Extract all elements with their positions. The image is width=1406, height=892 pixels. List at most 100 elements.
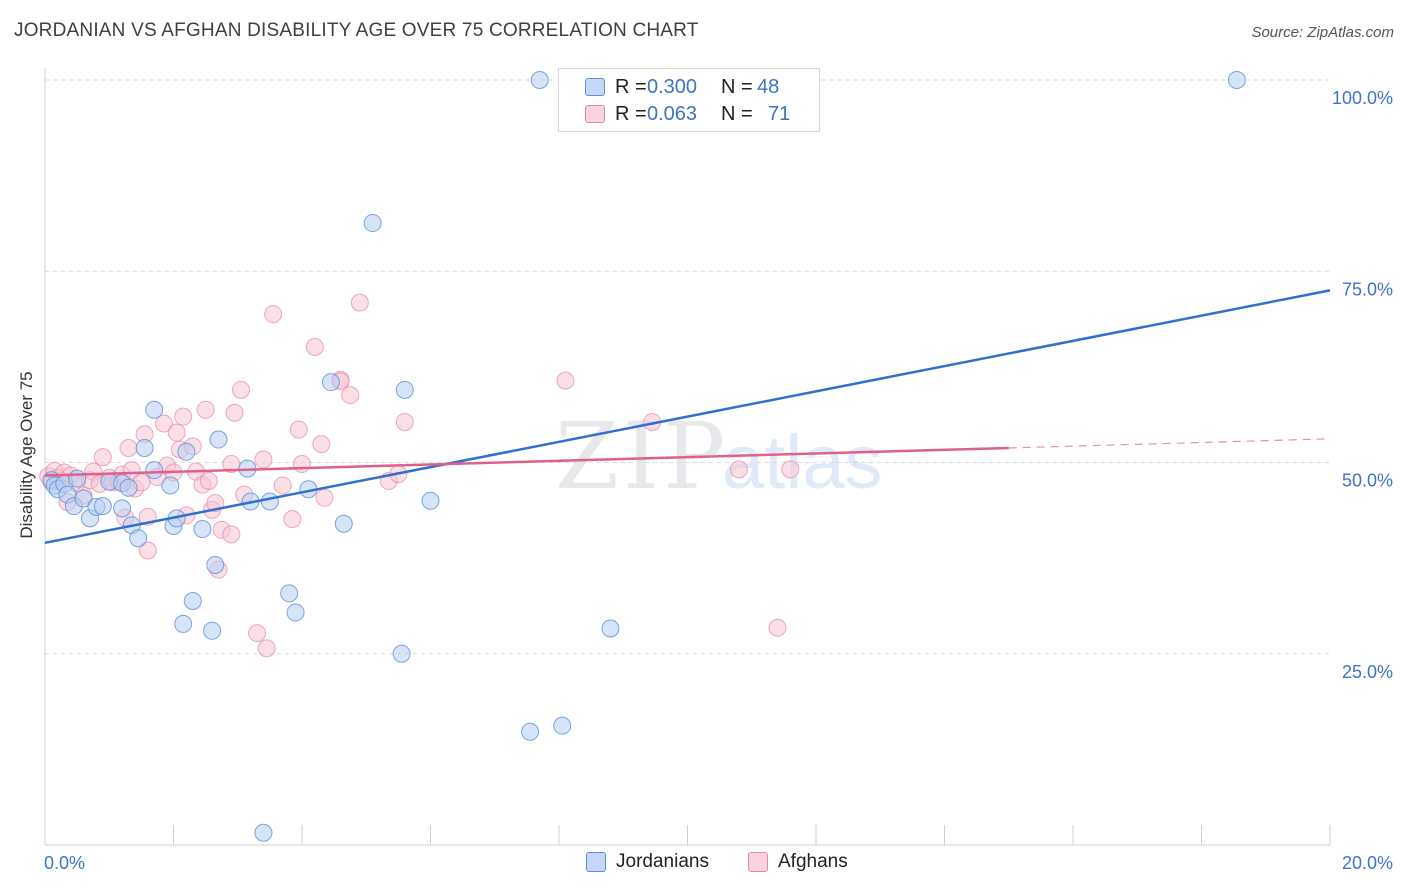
afghan-point xyxy=(305,337,324,356)
jordanian-point xyxy=(68,469,87,488)
legend-label: Afghans xyxy=(778,851,848,872)
jordanian-point xyxy=(183,591,202,610)
jordanian-swatch xyxy=(586,852,606,872)
jordanian-point xyxy=(113,499,132,518)
axes xyxy=(44,68,1331,846)
afghan-point xyxy=(395,412,414,431)
jordanian-points xyxy=(42,71,1246,842)
grid-lines xyxy=(45,79,1330,655)
jordanian-point xyxy=(206,556,225,575)
jordanian-point xyxy=(129,529,148,548)
x-tick-label: 0.0% xyxy=(44,853,85,873)
jordanian-point xyxy=(177,442,196,461)
r-label: R = xyxy=(615,102,647,125)
jordanian-point xyxy=(553,716,572,735)
jordanian-point xyxy=(530,71,549,89)
afghan-point xyxy=(222,525,241,544)
jordanian-point xyxy=(421,491,440,510)
correlation-legend: R = 0.300 N = 48 R = 0.063 N = 71 xyxy=(558,68,820,132)
source-label: Source: ZipAtlas.com xyxy=(1251,24,1394,41)
afghan-point xyxy=(257,639,276,658)
y-axis-label: Disability Age Over 75 xyxy=(17,371,36,539)
jordanian-point xyxy=(260,492,279,511)
y-tick-label: 25.0% xyxy=(1342,662,1393,682)
jordanian-point xyxy=(392,644,411,663)
jordanian-point xyxy=(161,476,180,495)
r-value: 0.300 xyxy=(647,75,698,98)
jordanian-point xyxy=(395,380,414,399)
afghan-point xyxy=(264,305,283,324)
afghan-point xyxy=(315,488,334,507)
jordanian-point xyxy=(286,603,305,622)
r-value: 0.063 xyxy=(647,102,698,125)
legend-row-afghans: R = 0.063 N = 71 xyxy=(585,101,790,127)
n-label: N = xyxy=(721,102,753,125)
jordanian-point xyxy=(209,430,228,449)
n-label: N = xyxy=(721,75,753,98)
r-label: R = xyxy=(615,75,647,98)
afghan-point xyxy=(341,386,360,405)
y-tick-label: 100.0% xyxy=(1332,88,1393,108)
afghan-point xyxy=(293,455,311,474)
watermark-atlas: atlas xyxy=(722,420,883,505)
afghan-point xyxy=(93,448,112,467)
afghan-point xyxy=(199,471,218,490)
afghan-swatch xyxy=(748,852,768,872)
jordanian-swatch xyxy=(585,78,605,96)
jordanian-trend-line xyxy=(44,289,1331,545)
afghan-point xyxy=(174,407,193,426)
afghan-point xyxy=(312,435,331,454)
jordanian-point xyxy=(145,400,164,419)
afghan-point xyxy=(122,461,141,480)
jordanian-point xyxy=(280,584,299,603)
afghan-point xyxy=(283,510,302,529)
afghan-trend-extension xyxy=(1008,438,1331,449)
legend-item-jordanians[interactable]: Jordanians xyxy=(586,851,709,873)
jordanian-point xyxy=(135,438,154,457)
afghan-point xyxy=(119,438,138,457)
legend-label: Jordanians xyxy=(616,851,709,872)
afghan-point xyxy=(254,450,273,469)
jordanian-point xyxy=(1227,71,1246,89)
jordanian-point xyxy=(254,823,273,842)
afghan-point xyxy=(729,460,748,479)
afghan-point xyxy=(781,460,800,479)
afghan-point xyxy=(350,293,369,312)
afghan-point xyxy=(167,423,186,442)
jordanian-point xyxy=(321,373,340,392)
n-value: 48 xyxy=(757,75,780,98)
tick-labels: 25.0% 50.0% 75.0% 100.0% 0.0% 20.0% xyxy=(44,88,1393,873)
afghan-trend-line xyxy=(44,446,1009,477)
afghan-point xyxy=(556,371,575,390)
afghan-point xyxy=(768,618,787,637)
jordanian-point xyxy=(203,621,222,640)
jordanian-point xyxy=(119,478,138,497)
trend-lines xyxy=(44,289,1331,545)
chart-title: JORDANIAN VS AFGHAN DISABILITY AGE OVER … xyxy=(14,20,699,41)
y-tick-label: 75.0% xyxy=(1342,279,1393,299)
afghan-point xyxy=(138,541,157,560)
jordanian-point xyxy=(74,489,93,508)
jordanian-point xyxy=(145,461,164,480)
afghan-point xyxy=(289,420,308,439)
series-legend: Jordanians Afghans xyxy=(0,851,1406,877)
afghan-point xyxy=(273,476,292,495)
x-tick-label: 20.0% xyxy=(1342,853,1393,873)
afghan-point xyxy=(154,414,173,433)
jordanian-point xyxy=(363,214,382,233)
n-value: 71 xyxy=(768,102,791,125)
afghan-swatch xyxy=(585,105,605,123)
jordanian-point xyxy=(521,722,540,741)
afghan-point xyxy=(231,380,250,399)
afghan-point xyxy=(196,400,215,419)
y-tick-label: 50.0% xyxy=(1342,471,1393,491)
jordanian-point xyxy=(93,497,112,516)
jordanian-point xyxy=(601,619,620,638)
legend-item-afghans[interactable]: Afghans xyxy=(748,851,848,873)
jordanian-point xyxy=(174,614,193,633)
jordanian-point xyxy=(334,514,353,533)
jordanian-point xyxy=(193,520,212,539)
afghan-point xyxy=(225,403,244,422)
afghan-point xyxy=(248,624,267,643)
